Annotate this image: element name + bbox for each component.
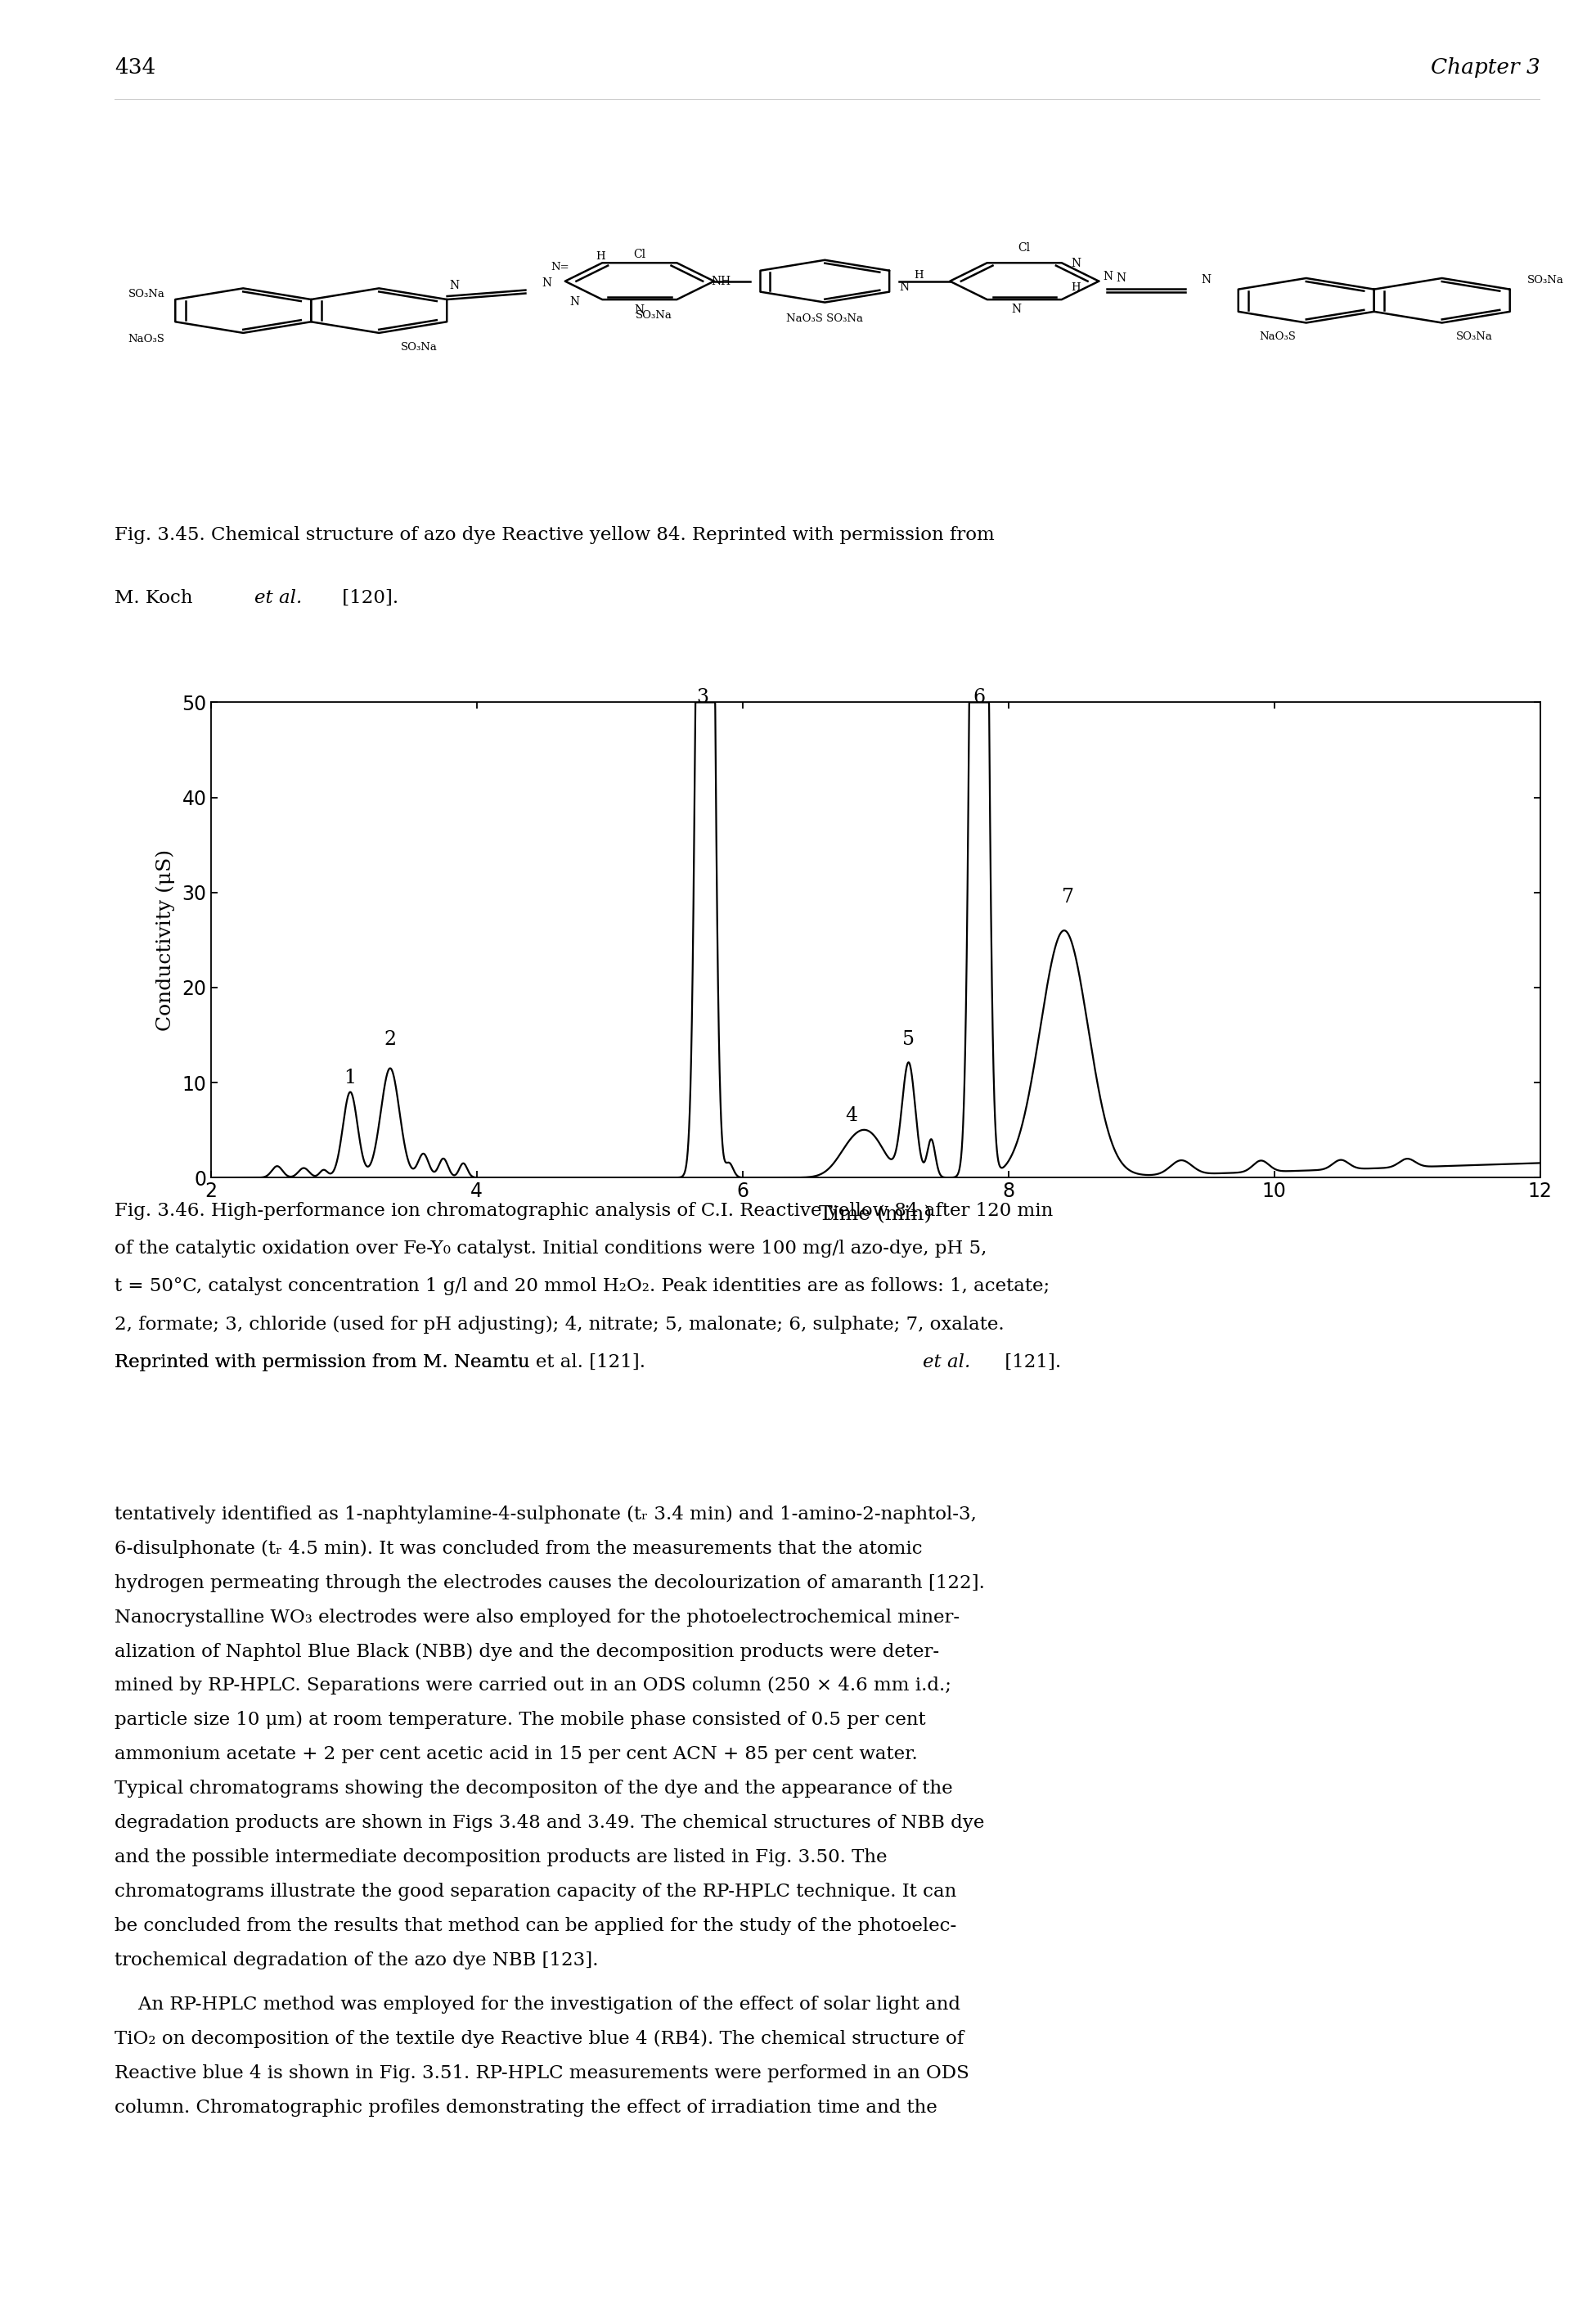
Text: 6-disulphonate (tᵣ 4.5 min). It was concluded from the measurements that the ato: 6-disulphonate (tᵣ 4.5 min). It was conc…: [115, 1539, 922, 1558]
Text: N: N: [899, 280, 910, 292]
Text: tentatively identified as 1-naphtylamine-4-sulphonate (tᵣ 3.4 min) and 1-amino-2: tentatively identified as 1-naphtylamine…: [115, 1504, 977, 1523]
Text: N: N: [570, 297, 579, 308]
Text: hydrogen permeating through the electrodes causes the decolourization of amarant: hydrogen permeating through the electrod…: [115, 1574, 985, 1592]
Text: et al.: et al.: [255, 589, 302, 607]
Text: Reprinted with permission from M. Neamtu: Reprinted with permission from M. Neamtu: [115, 1354, 536, 1372]
Text: N=: N=: [551, 262, 570, 271]
Text: 1: 1: [345, 1069, 356, 1087]
Text: M. Koch: M. Koch: [115, 589, 200, 607]
Text: particle size 10 μm) at room temperature. The mobile phase consisted of 0.5 per : particle size 10 μm) at room temperature…: [115, 1711, 926, 1729]
Text: alization of Naphtol Blue Black (NBB) dye and the decomposition products were de: alization of Naphtol Blue Black (NBB) dy…: [115, 1643, 940, 1660]
Text: N: N: [1103, 271, 1112, 283]
Text: TiO₂ on decomposition of the textile dye Reactive blue 4 (RB4). The chemical str: TiO₂ on decomposition of the textile dye…: [115, 2031, 964, 2049]
Text: ammonium acetate + 2 per cent acetic acid in 15 per cent ACN + 85 per cent water: ammonium acetate + 2 per cent acetic aci…: [115, 1745, 918, 1764]
Text: be concluded from the results that method can be applied for the study of the ph: be concluded from the results that metho…: [115, 1917, 958, 1936]
Text: chromatograms illustrate the good separation capacity of the RP-HPLC technique. : chromatograms illustrate the good separa…: [115, 1882, 958, 1901]
Text: NH: NH: [710, 276, 731, 287]
Text: of the catalytic oxidation over Fe-Y₀ catalyst. Initial conditions were 100 mg/l: of the catalytic oxidation over Fe-Y₀ ca…: [115, 1240, 988, 1259]
Text: Chapter 3: Chapter 3: [1430, 58, 1540, 76]
Text: Reactive blue 4 is shown in Fig. 3.51. RP-HPLC measurements were performed in an: Reactive blue 4 is shown in Fig. 3.51. R…: [115, 2065, 969, 2082]
Text: degradation products are shown in Figs 3.48 and 3.49. The chemical structures of: degradation products are shown in Figs 3…: [115, 1815, 985, 1831]
Text: t = 50°C, catalyst concentration 1 g/l and 20 mmol H₂O₂. Peak identities are as : t = 50°C, catalyst concentration 1 g/l a…: [115, 1277, 1050, 1296]
Text: 4: 4: [846, 1106, 857, 1124]
Text: NaO₃S SO₃Na: NaO₃S SO₃Na: [787, 313, 863, 325]
Text: H: H: [913, 269, 922, 280]
Text: [120].: [120].: [335, 589, 397, 607]
Text: SO₃Na: SO₃Na: [635, 311, 672, 320]
Y-axis label: Conductivity (μS): Conductivity (μS): [156, 848, 176, 1032]
Text: et al.: et al.: [922, 1354, 970, 1372]
Text: Reprinted with permission from M. Neamtu et al. [121].: Reprinted with permission from M. Neamtu…: [115, 1354, 646, 1372]
Text: H: H: [1071, 283, 1080, 292]
Text: N: N: [1116, 274, 1125, 283]
Text: An RP-HPLC method was employed for the investigation of the effect of solar ligh: An RP-HPLC method was employed for the i…: [115, 1996, 961, 2014]
Text: 3: 3: [696, 688, 709, 707]
Text: [121].: [121].: [999, 1354, 1061, 1372]
Text: NaO₃S: NaO₃S: [1259, 331, 1296, 343]
Text: and the possible intermediate decomposition products are listed in Fig. 3.50. Th: and the possible intermediate decomposit…: [115, 1847, 887, 1866]
Text: Nanocrystalline WO₃ electrodes were also employed for the photoelectrochemical m: Nanocrystalline WO₃ electrodes were also…: [115, 1609, 961, 1627]
Text: Cl: Cl: [634, 248, 646, 260]
Text: Cl: Cl: [1018, 243, 1031, 255]
Text: mined by RP-HPLC. Separations were carried out in an ODS column (250 × 4.6 mm i.: mined by RP-HPLC. Separations were carri…: [115, 1676, 951, 1694]
Text: N: N: [1071, 257, 1082, 269]
Text: SO₃Na: SO₃Na: [128, 290, 164, 299]
Text: N: N: [450, 280, 460, 292]
Text: 434: 434: [115, 58, 156, 76]
Text: 5: 5: [902, 1032, 915, 1050]
Text: 7: 7: [1061, 888, 1074, 906]
Text: NaO₃S: NaO₃S: [128, 334, 164, 345]
Text: Fig. 3.46. High-performance ion chromatographic analysis of C.I. Reactive yellow: Fig. 3.46. High-performance ion chromato…: [115, 1201, 1053, 1219]
Text: 6: 6: [974, 688, 985, 707]
Text: SO₃Na: SO₃Na: [401, 341, 437, 352]
Text: N: N: [1202, 274, 1211, 285]
Text: N: N: [543, 278, 552, 290]
Text: SO₃Na: SO₃Na: [1527, 276, 1564, 285]
Text: 2: 2: [385, 1032, 396, 1050]
Text: 2, formate; 3, chloride (used for pH adjusting); 4, nitrate; 5, malonate; 6, sul: 2, formate; 3, chloride (used for pH adj…: [115, 1317, 1004, 1333]
Text: H: H: [595, 253, 605, 262]
Text: trochemical degradation of the azo dye NBB [123].: trochemical degradation of the azo dye N…: [115, 1952, 598, 1970]
Text: N: N: [635, 304, 645, 315]
Text: Typical chromatograms showing the decompositon of the dye and the appearance of : Typical chromatograms showing the decomp…: [115, 1780, 953, 1799]
Text: Fig. 3.45. Chemical structure of azo dye Reactive yellow 84. Reprinted with perm: Fig. 3.45. Chemical structure of azo dye…: [115, 526, 994, 545]
Text: column. Chromatographic profiles demonstrating the effect of irradiation time an: column. Chromatographic profiles demonst…: [115, 2098, 938, 2116]
X-axis label: Time (min): Time (min): [819, 1205, 932, 1224]
Text: SO₃Na: SO₃Na: [1456, 331, 1492, 343]
Text: N: N: [1012, 304, 1021, 315]
